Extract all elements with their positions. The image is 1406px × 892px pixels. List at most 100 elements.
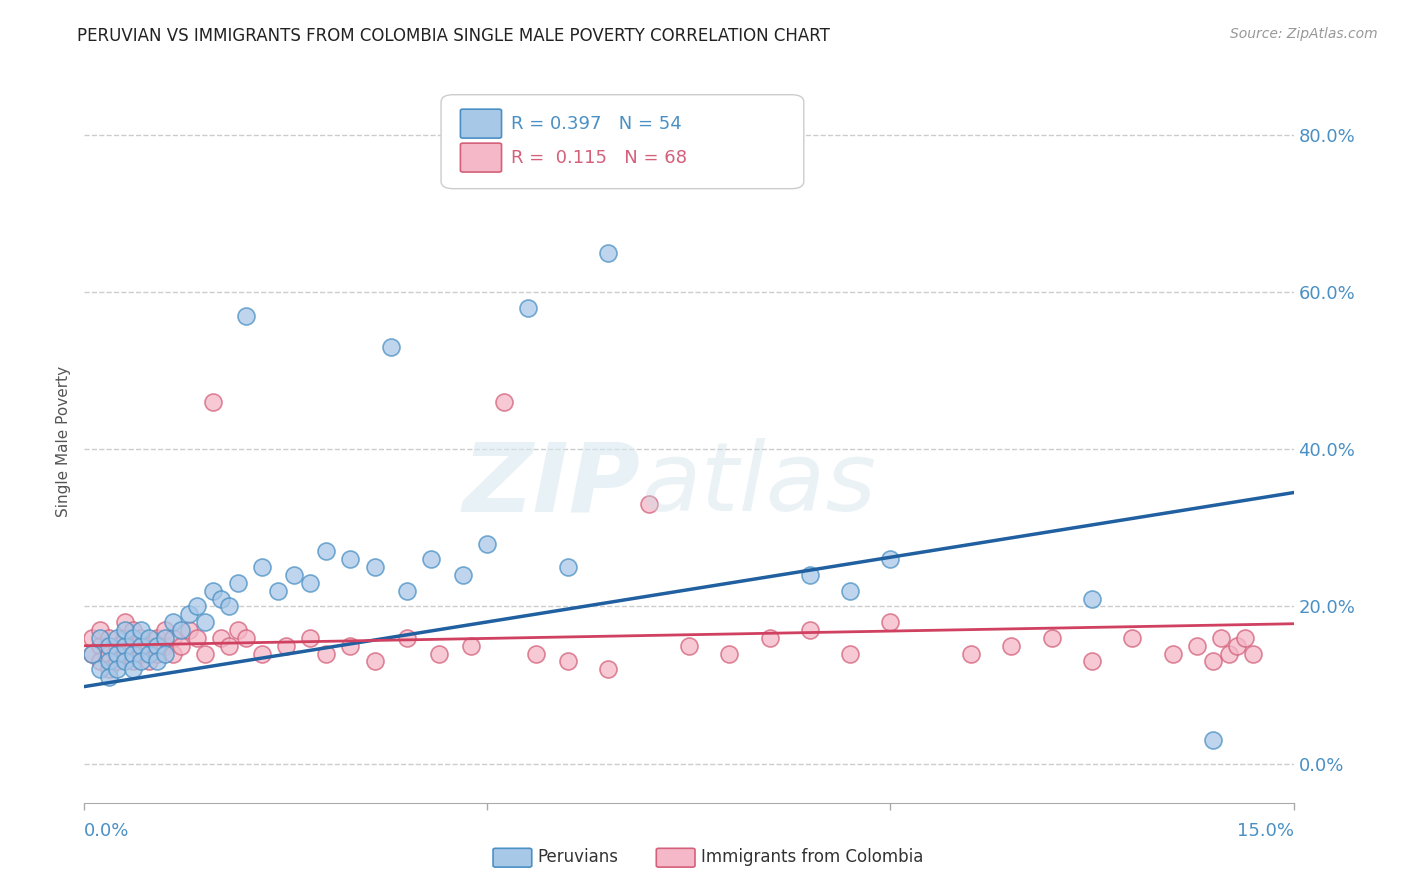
Point — [89, 662, 111, 676]
Point — [1209, 631, 1232, 645]
Point — [451, 568, 474, 582]
Point — [299, 575, 322, 590]
Point — [179, 607, 201, 622]
Point — [420, 552, 443, 566]
Point — [129, 655, 152, 669]
Point — [557, 560, 579, 574]
Point — [209, 631, 232, 645]
Point — [179, 623, 201, 637]
Point — [170, 623, 193, 637]
Point — [186, 631, 208, 645]
Point — [1218, 647, 1240, 661]
Point — [879, 552, 901, 566]
Point — [879, 615, 901, 630]
Point — [274, 639, 297, 653]
Point — [138, 647, 160, 661]
Point — [339, 639, 361, 653]
FancyBboxPatch shape — [441, 95, 804, 189]
Point — [235, 309, 257, 323]
Point — [153, 631, 176, 645]
Point — [718, 647, 741, 661]
Point — [97, 647, 120, 661]
Point — [1241, 647, 1264, 661]
Point — [1081, 591, 1104, 606]
FancyBboxPatch shape — [460, 143, 502, 172]
Point — [492, 395, 515, 409]
Point — [235, 631, 257, 645]
Point — [153, 639, 176, 653]
Point — [121, 647, 143, 661]
Text: Peruvians: Peruvians — [538, 848, 619, 866]
Point — [218, 639, 240, 653]
Point — [114, 615, 136, 630]
Point — [226, 623, 249, 637]
Point — [114, 631, 136, 645]
Point — [839, 647, 862, 661]
Point — [250, 647, 273, 661]
Point — [380, 340, 402, 354]
FancyBboxPatch shape — [657, 848, 695, 867]
Point — [395, 631, 418, 645]
Point — [146, 647, 169, 661]
Point — [89, 639, 111, 653]
Point — [121, 655, 143, 669]
Point — [299, 631, 322, 645]
Point — [598, 662, 620, 676]
Point — [82, 647, 104, 661]
Text: R = 0.397   N = 54: R = 0.397 N = 54 — [512, 115, 682, 133]
Point — [363, 655, 385, 669]
Text: 0.0%: 0.0% — [84, 822, 129, 840]
Point — [121, 623, 143, 637]
Point — [799, 568, 821, 582]
Point — [162, 615, 184, 630]
Point — [114, 655, 136, 669]
Point — [209, 591, 232, 606]
Point — [82, 631, 104, 645]
Point — [114, 639, 136, 653]
Point — [105, 662, 128, 676]
Point — [162, 647, 184, 661]
Point — [162, 631, 184, 645]
Point — [89, 631, 111, 645]
Point — [758, 631, 780, 645]
Point — [105, 639, 128, 653]
Point — [153, 623, 176, 637]
Point — [97, 639, 120, 653]
Point — [105, 647, 128, 661]
Point — [138, 639, 160, 653]
Point — [121, 639, 143, 653]
Point — [114, 647, 136, 661]
Point — [129, 623, 152, 637]
Point — [202, 395, 225, 409]
Point — [598, 246, 620, 260]
Point — [1202, 733, 1225, 747]
Point — [194, 647, 217, 661]
Point — [97, 670, 120, 684]
Point — [524, 647, 547, 661]
Point — [250, 560, 273, 574]
Point — [121, 631, 143, 645]
Point — [315, 544, 337, 558]
Point — [557, 655, 579, 669]
Point — [460, 639, 482, 653]
Point — [89, 655, 111, 669]
Point — [186, 599, 208, 614]
Point — [339, 552, 361, 566]
Point — [1234, 631, 1257, 645]
Point — [170, 639, 193, 653]
Text: R =  0.115   N = 68: R = 0.115 N = 68 — [512, 149, 688, 167]
Text: ZIP: ZIP — [463, 438, 641, 532]
Point — [1161, 647, 1184, 661]
Point — [146, 655, 169, 669]
Point — [97, 662, 120, 676]
Point — [146, 631, 169, 645]
Text: PERUVIAN VS IMMIGRANTS FROM COLOMBIA SINGLE MALE POVERTY CORRELATION CHART: PERUVIAN VS IMMIGRANTS FROM COLOMBIA SIN… — [77, 27, 830, 45]
Point — [267, 583, 290, 598]
Point — [146, 639, 169, 653]
Point — [129, 631, 152, 645]
Y-axis label: Single Male Poverty: Single Male Poverty — [56, 366, 72, 517]
Point — [105, 631, 128, 645]
Point — [194, 615, 217, 630]
Point — [395, 583, 418, 598]
Point — [114, 623, 136, 637]
